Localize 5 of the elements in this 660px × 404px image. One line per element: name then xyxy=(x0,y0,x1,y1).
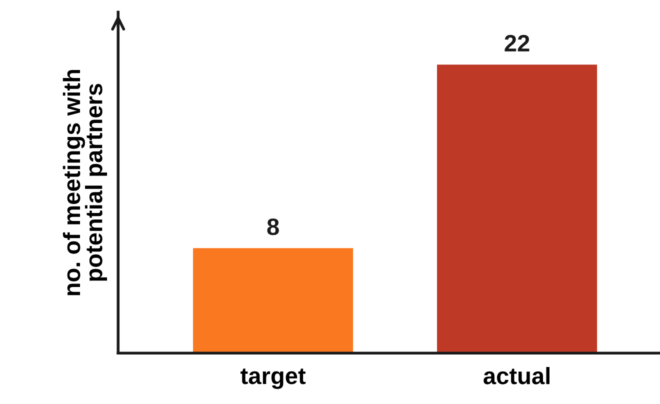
data-label: 8 xyxy=(267,218,279,236)
data-label: 22 xyxy=(504,34,530,52)
y-axis-title: no. of meetings with potential partners xyxy=(62,70,108,296)
x-tick-label: target xyxy=(240,368,306,389)
x-tick-label: actual xyxy=(484,366,550,384)
